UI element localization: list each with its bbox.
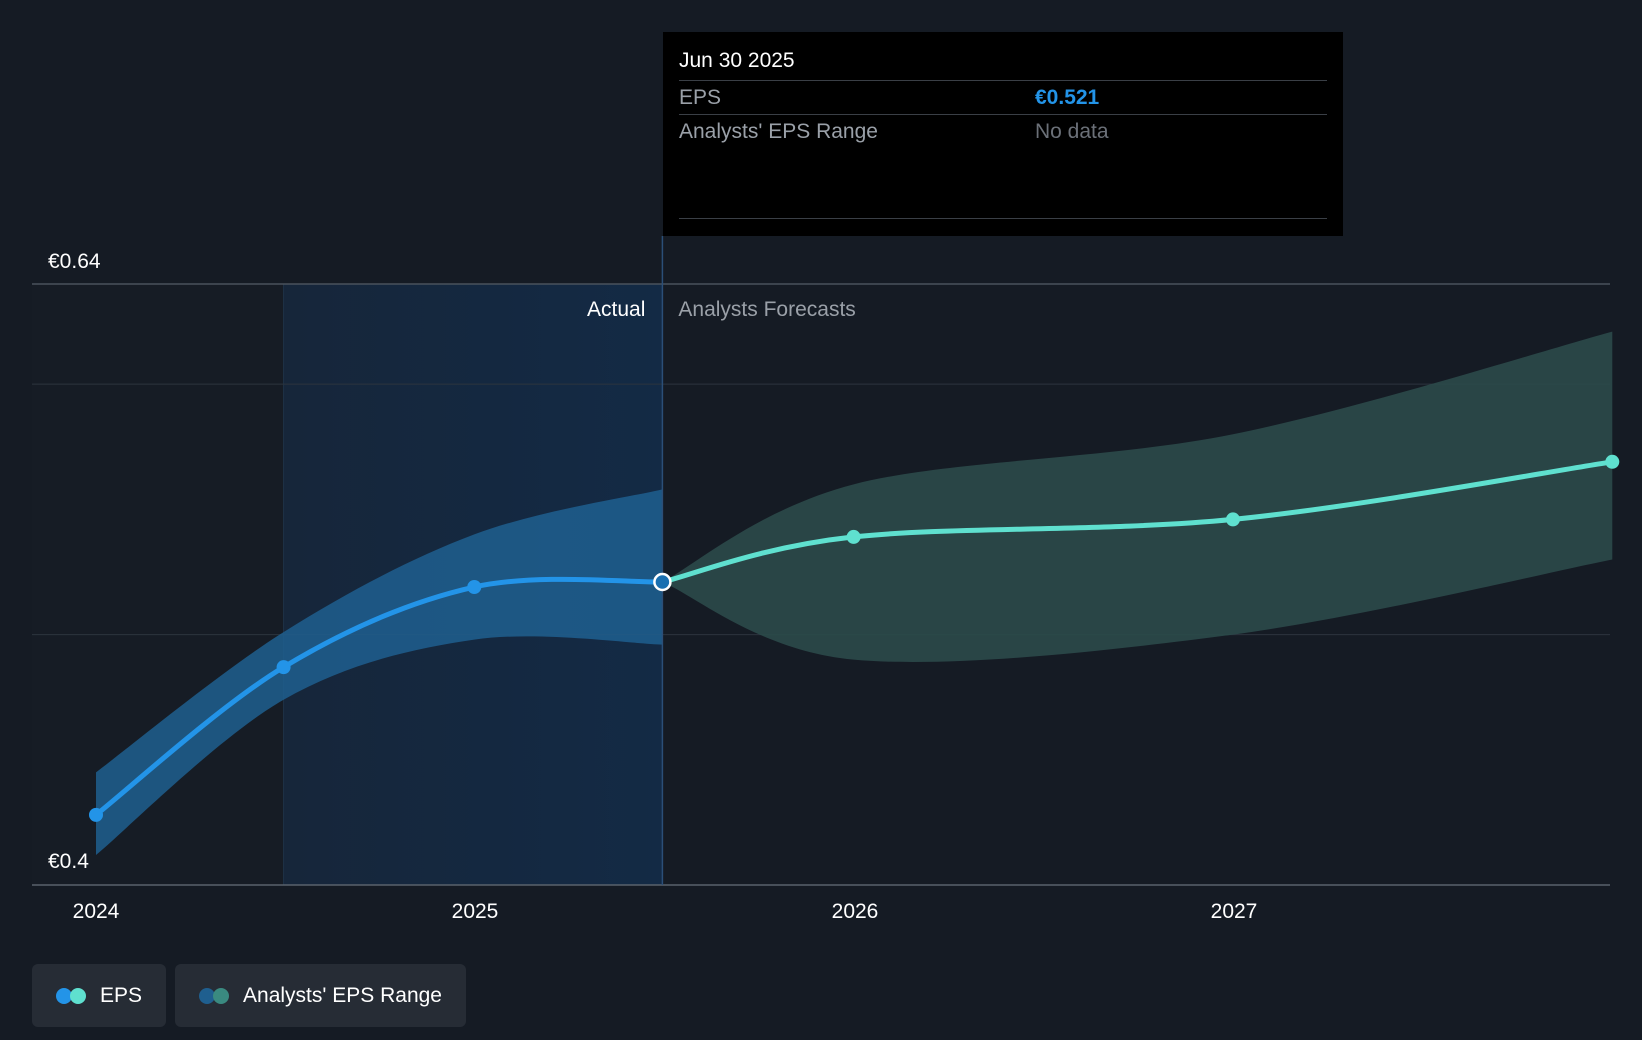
tooltip-eps-value: €0.521	[1035, 85, 1100, 109]
tooltip-divider	[679, 218, 1327, 219]
legend-eps-swatch-icon	[56, 987, 86, 1004]
x-tick-label: 2024	[73, 900, 120, 923]
legend-range-label: Analysts' EPS Range	[243, 983, 442, 1007]
y-label-top: €0.64	[48, 250, 101, 273]
eps-actual-point	[89, 807, 103, 822]
x-tick-label: 2027	[1211, 900, 1258, 923]
tooltip-eps-row: EPS €0.521	[679, 80, 1327, 114]
legend-range-swatch-icon	[199, 987, 230, 1004]
tooltip-range-value: No data	[1035, 119, 1109, 143]
eps-actual-point	[276, 660, 291, 675]
eps-forecast-point	[1605, 454, 1620, 469]
y-label-bottom: €0.4	[48, 850, 89, 873]
tooltip-eps-label: EPS	[679, 85, 722, 109]
tooltip: Jun 30 2025 EPS €0.521 Analysts' EPS Ran…	[663, 32, 1343, 236]
legend-range-dot-forecast	[213, 987, 230, 1004]
eps-forecast-point	[1225, 512, 1240, 527]
tooltip-range-row: Analysts' EPS Range No data	[679, 114, 1327, 148]
eps-current-point	[653, 572, 672, 592]
eps-forecast-line	[659, 459, 1615, 585]
eps-forecast-point	[846, 529, 861, 544]
legend-eps-label: EPS	[100, 983, 143, 1007]
legend-item-range[interactable]: Analysts' EPS Range	[175, 964, 466, 1027]
legend: EPS Analysts' EPS Range	[32, 964, 466, 1027]
forecast-range-band	[662, 331, 1613, 662]
eps-actual-point	[467, 580, 482, 595]
tooltip-range-label: Analysts' EPS Range	[679, 119, 878, 143]
legend-eps-dot-forecast	[70, 987, 86, 1004]
tooltip-date: Jun 30 2025	[679, 49, 795, 72]
legend-eps-dot-actual	[56, 987, 72, 1004]
forecast-label: Analysts Forecasts	[678, 298, 855, 321]
actual-label: Actual	[587, 298, 645, 321]
eps-actual-line	[93, 576, 665, 818]
legend-item-eps[interactable]: EPS	[32, 964, 167, 1027]
x-tick-label: 2025	[452, 900, 499, 923]
x-tick-label: 2026	[832, 900, 879, 923]
legend-range-dot-actual	[199, 987, 216, 1004]
